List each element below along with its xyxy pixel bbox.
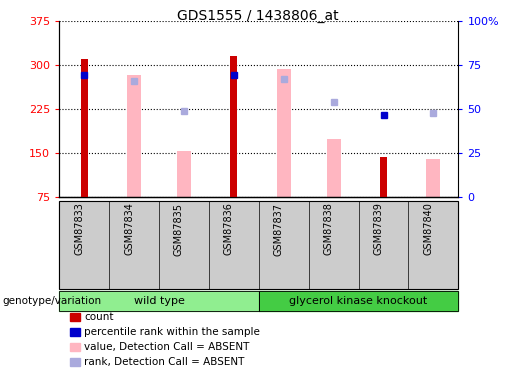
Bar — [177, 151, 191, 197]
Text: GSM87840: GSM87840 — [423, 202, 434, 255]
Text: wild type: wild type — [133, 296, 184, 306]
Bar — [426, 159, 440, 197]
Bar — [327, 139, 340, 197]
Bar — [380, 157, 387, 197]
Text: GDS1555 / 1438806_at: GDS1555 / 1438806_at — [177, 9, 338, 23]
Bar — [127, 75, 141, 197]
Text: percentile rank within the sample: percentile rank within the sample — [84, 327, 260, 337]
Text: GSM87833: GSM87833 — [74, 202, 84, 255]
Bar — [81, 59, 88, 197]
Bar — [277, 69, 290, 197]
Text: GSM87838: GSM87838 — [323, 202, 334, 255]
Text: rank, Detection Call = ABSENT: rank, Detection Call = ABSENT — [84, 357, 244, 367]
Text: GSM87834: GSM87834 — [124, 202, 134, 255]
Text: GSM87839: GSM87839 — [373, 202, 384, 255]
Text: value, Detection Call = ABSENT: value, Detection Call = ABSENT — [84, 342, 249, 352]
Text: GSM87835: GSM87835 — [174, 202, 184, 255]
Text: glycerol kinase knockout: glycerol kinase knockout — [289, 296, 427, 306]
Bar — [230, 57, 237, 197]
Text: GSM87836: GSM87836 — [224, 202, 234, 255]
Text: genotype/variation: genotype/variation — [3, 296, 101, 306]
Text: GSM87837: GSM87837 — [274, 202, 284, 255]
Text: count: count — [84, 312, 113, 322]
